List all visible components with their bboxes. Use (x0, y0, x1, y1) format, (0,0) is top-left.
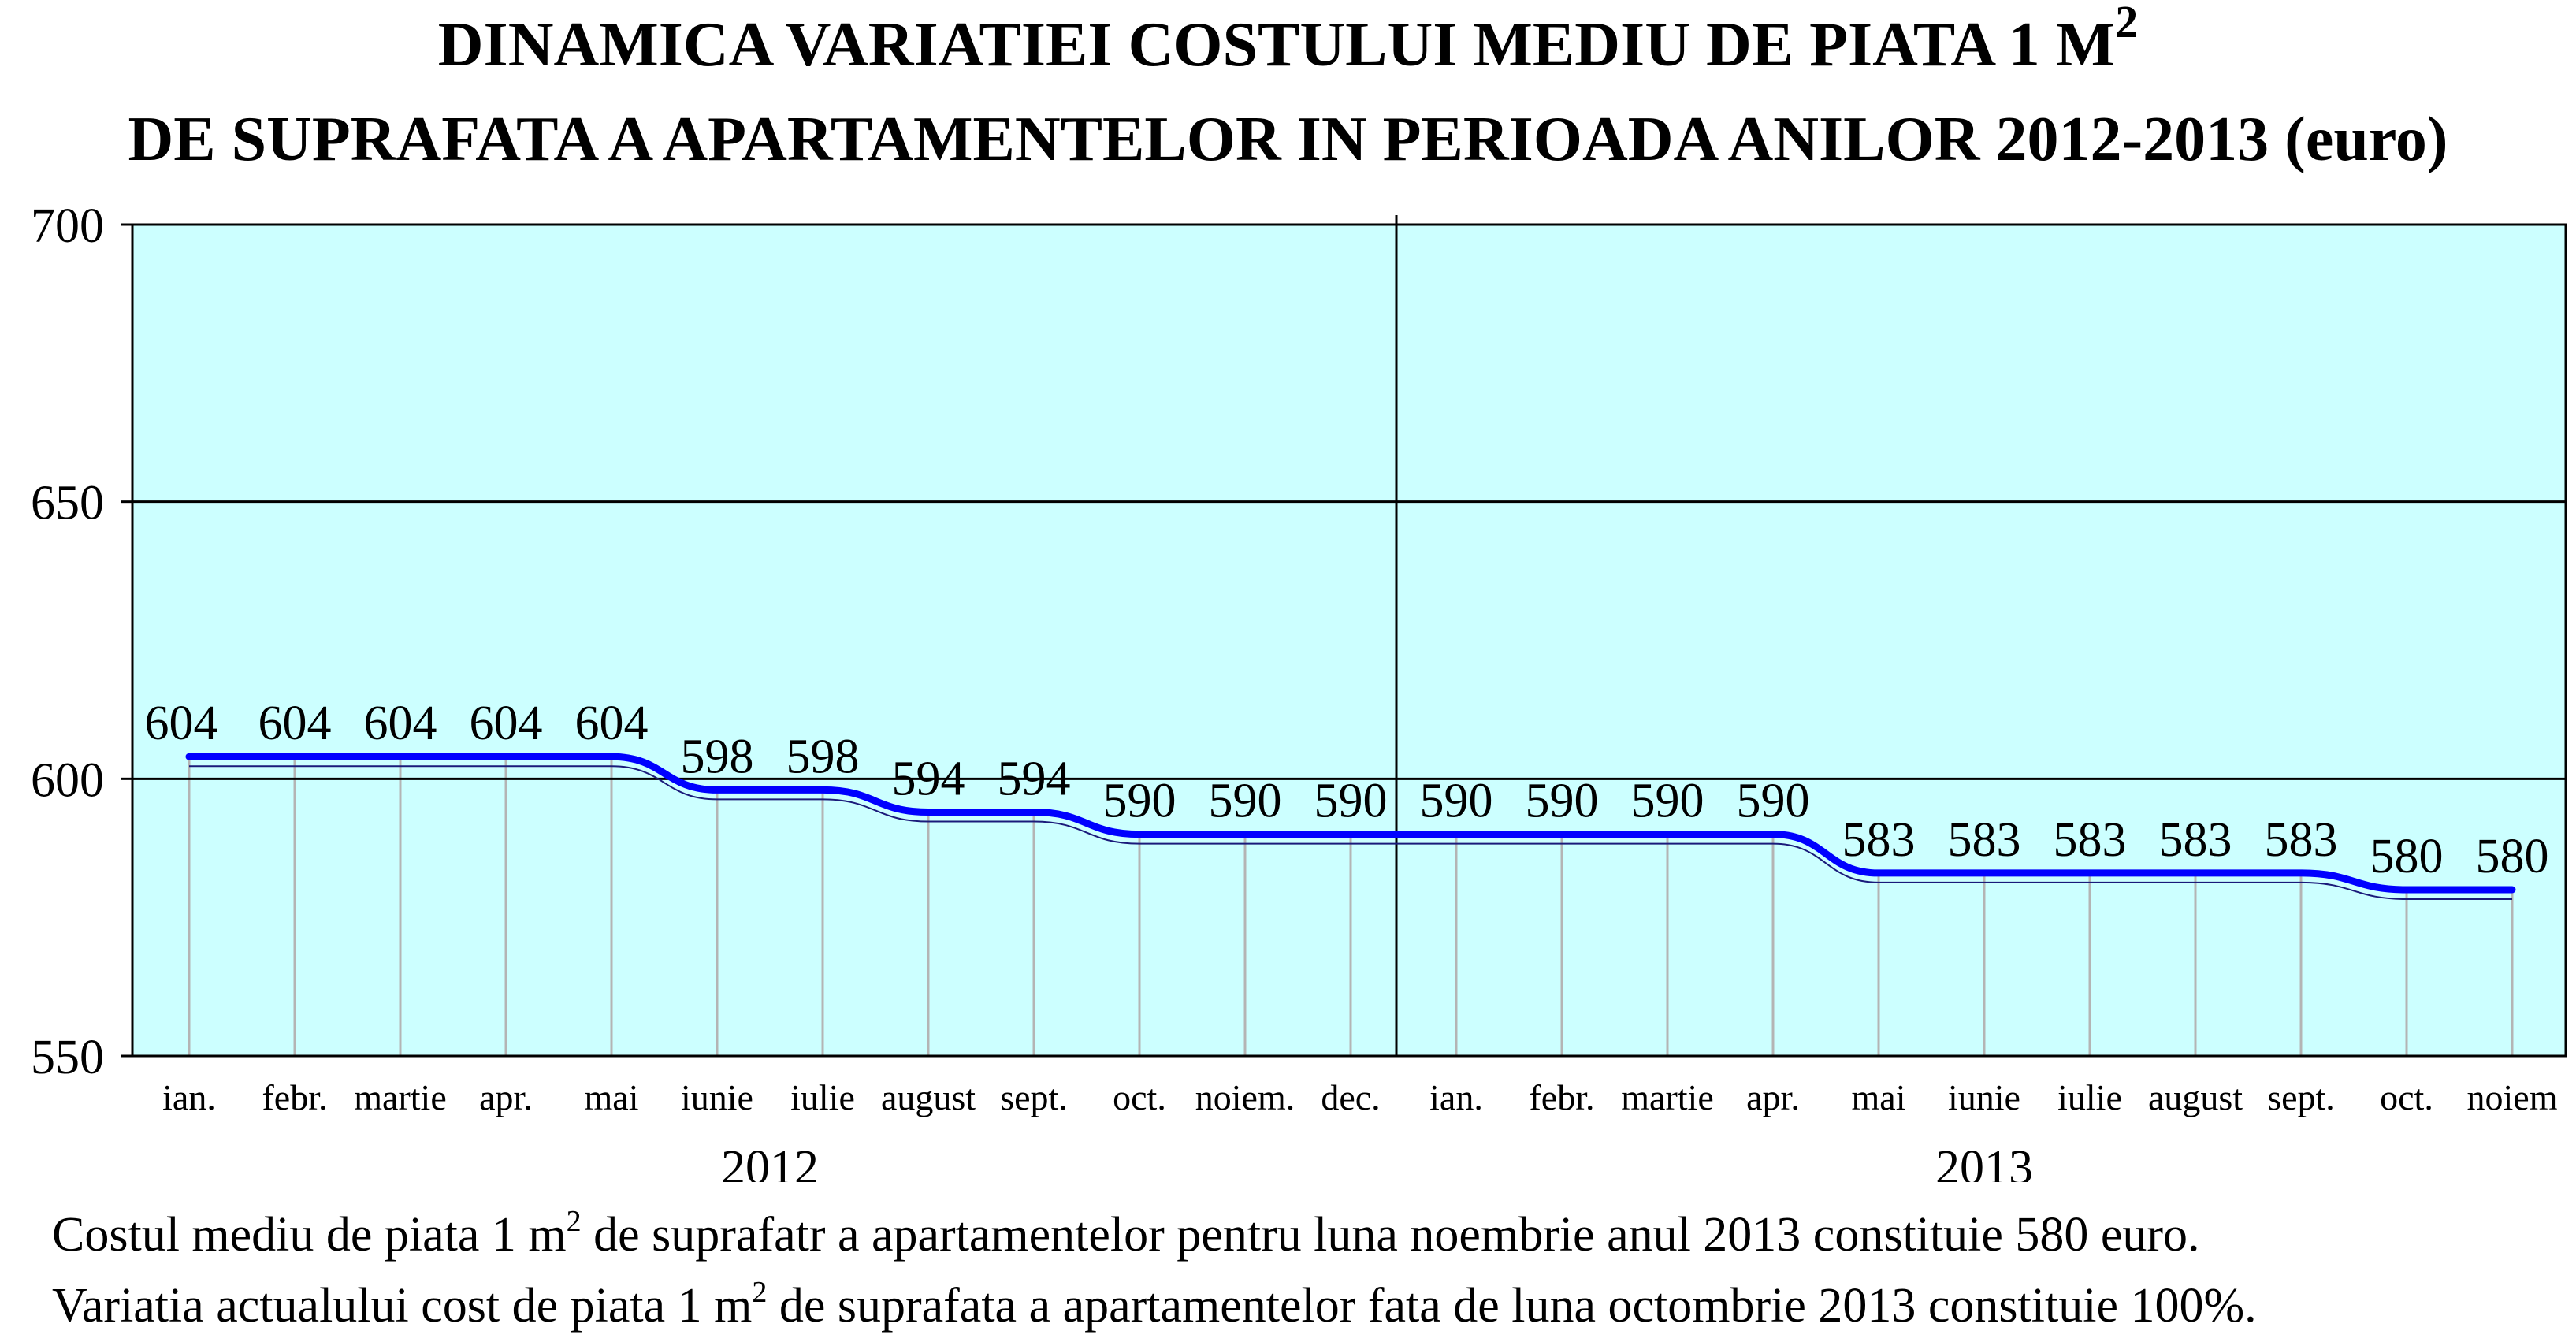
x-tick-label: martie (354, 1077, 447, 1117)
data-label: 590 (1314, 775, 1388, 828)
x-tick-label: dec. (1321, 1077, 1380, 1117)
chart-title-text: DINAMICA VARIATIEI COSTULUI MEDIU DE PIA… (437, 10, 2116, 80)
data-label: 604 (364, 697, 437, 750)
year-label: 2013 (1935, 1141, 2033, 1182)
data-label: 604 (145, 697, 218, 750)
x-tick-label: noiem. (1195, 1077, 1295, 1117)
footnote-1-text-b: de suprafatr a apartamentelor pentru lun… (581, 1208, 2200, 1262)
data-label: 583 (1842, 813, 1916, 867)
x-tick-label: ian. (1429, 1077, 1483, 1117)
data-label: 583 (2054, 813, 2127, 867)
data-label: 590 (1420, 775, 1493, 828)
data-label: 604 (575, 697, 649, 750)
series-line-shadow (188, 765, 2512, 901)
data-label: 583 (2159, 813, 2232, 867)
line-chart: 550 600 650 700 604 604 604 604 604 598 598 594 594 5… (31, 199, 2567, 1182)
data-label: 580 (2370, 830, 2444, 883)
x-tick-label: mai (1852, 1077, 1906, 1117)
footnote-current-cost: Costul mediu de piata 1 m2 de suprafatr … (52, 1205, 2200, 1263)
x-tick-label: febr. (262, 1077, 327, 1117)
data-label: 594 (892, 753, 965, 806)
plot-border (131, 223, 2567, 1058)
x-tick-label: martie (1621, 1077, 1714, 1117)
x-tick-label: oct. (1113, 1077, 1166, 1117)
x-tick-label: sept. (2267, 1077, 2335, 1117)
data-label: 590 (1737, 775, 1810, 828)
footnote-2-text-a: Variatia actualului cost de piata 1 m (52, 1279, 753, 1333)
x-tick-label: iulie (790, 1077, 855, 1117)
y-tick-label: 600 (31, 753, 104, 807)
chart-title-line1: DINAMICA VARIATIEI COSTULUI MEDIU DE PIA… (0, 0, 2576, 81)
data-label: 583 (2265, 813, 2338, 867)
chart-title-superscript: 2 (2115, 0, 2139, 47)
data-label: 604 (258, 697, 332, 750)
data-label: 598 (786, 730, 860, 783)
x-tick-label: febr. (1529, 1077, 1594, 1117)
x-tick-label: noiem (2467, 1077, 2558, 1117)
chart-unit: (euro) (2284, 105, 2448, 174)
footnote-2-superscript: 2 (752, 1276, 768, 1309)
x-tick-label: apr. (479, 1077, 533, 1117)
x-tick-label: iulie (2057, 1077, 2122, 1117)
chart-subtitle-text: DE SUPRAFATA A APARTAMENTELOR IN PERIOAD… (128, 105, 2269, 174)
x-tick-label: august (881, 1077, 976, 1117)
y-tick-label: 700 (31, 199, 104, 253)
data-label: 583 (1948, 813, 2021, 867)
footnote-2-text-b: de suprafata a apartamentelor fata de lu… (767, 1279, 2257, 1333)
data-label: 604 (470, 697, 543, 750)
data-label: 590 (1103, 775, 1176, 828)
x-tick-label: oct. (2380, 1077, 2433, 1117)
x-tick-label: mai (585, 1077, 639, 1117)
data-label: 590 (1209, 775, 1282, 828)
footnote-variation: Variatia actualului cost de piata 1 m2 d… (52, 1276, 2257, 1334)
data-label: 594 (998, 753, 1071, 806)
x-tick-label: iunie (1948, 1077, 2020, 1117)
plot-area (132, 225, 2566, 1056)
y-tick-label: 650 (31, 477, 104, 530)
chart-title-line2: DE SUPRAFATA A APARTAMENTELOR IN PERIOAD… (0, 104, 2576, 176)
data-label: 580 (2476, 830, 2549, 883)
y-tick-label: 550 (31, 1031, 104, 1084)
footnote-1-superscript: 2 (566, 1205, 582, 1238)
data-label: 590 (1526, 775, 1599, 828)
x-tick-label: iunie (681, 1077, 753, 1117)
data-label: 590 (1631, 775, 1704, 828)
year-label: 2012 (721, 1141, 819, 1182)
series-line (185, 753, 2516, 894)
x-tick-label: august (2148, 1077, 2243, 1117)
footnote-1-text-a: Costul mediu de piata 1 m (52, 1208, 567, 1262)
data-label: 598 (681, 730, 754, 783)
x-tick-label: sept. (1000, 1077, 1068, 1117)
x-tick-label: ian. (162, 1077, 216, 1117)
x-tick-label: apr. (1746, 1077, 1800, 1117)
